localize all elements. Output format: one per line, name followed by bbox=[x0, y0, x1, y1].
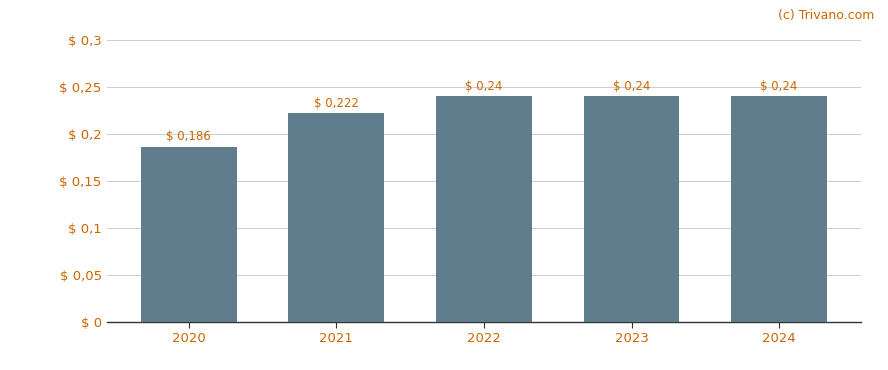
Text: $ 0,24: $ 0,24 bbox=[465, 80, 503, 92]
Text: $ 0,222: $ 0,222 bbox=[314, 97, 359, 110]
Bar bbox=[289, 113, 385, 322]
Text: (c) Trivano.com: (c) Trivano.com bbox=[778, 9, 875, 22]
Bar bbox=[436, 96, 532, 322]
Text: $ 0,24: $ 0,24 bbox=[760, 80, 797, 92]
Text: $ 0,24: $ 0,24 bbox=[613, 80, 650, 92]
Bar bbox=[583, 96, 679, 322]
Text: $ 0,186: $ 0,186 bbox=[166, 130, 211, 143]
Bar bbox=[141, 147, 237, 322]
Bar bbox=[731, 96, 827, 322]
